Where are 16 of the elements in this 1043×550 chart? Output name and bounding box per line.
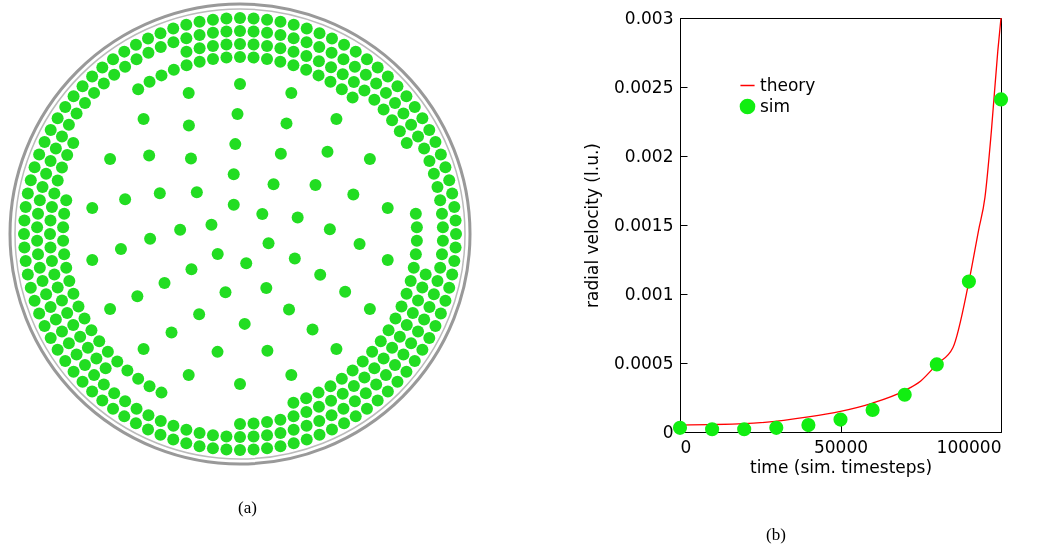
x-tick-label: 0 [680,436,692,457]
y-axis-title: radial velocity (l.u.) [582,143,603,308]
y-tick-label: 0.0005 [614,352,674,373]
y-tick-label: 0.002 [624,145,674,166]
y-tick-label: 0.0015 [614,214,674,235]
legend-label: sim [760,95,791,116]
y-tick-label: 0.001 [624,283,674,304]
x-tick-label: 50000 [813,436,869,457]
y-tick-label: 0 [662,421,674,442]
text: (b) [766,525,786,545]
y-tick-label: 0.0025 [614,76,674,97]
x-tick-label: 100000 [936,436,1002,457]
x-axis-title: time (sim. timesteps) [749,456,933,477]
legend-label: theory [760,74,816,95]
y-tick-label: 0.003 [624,7,674,28]
text: (a) [238,498,257,518]
